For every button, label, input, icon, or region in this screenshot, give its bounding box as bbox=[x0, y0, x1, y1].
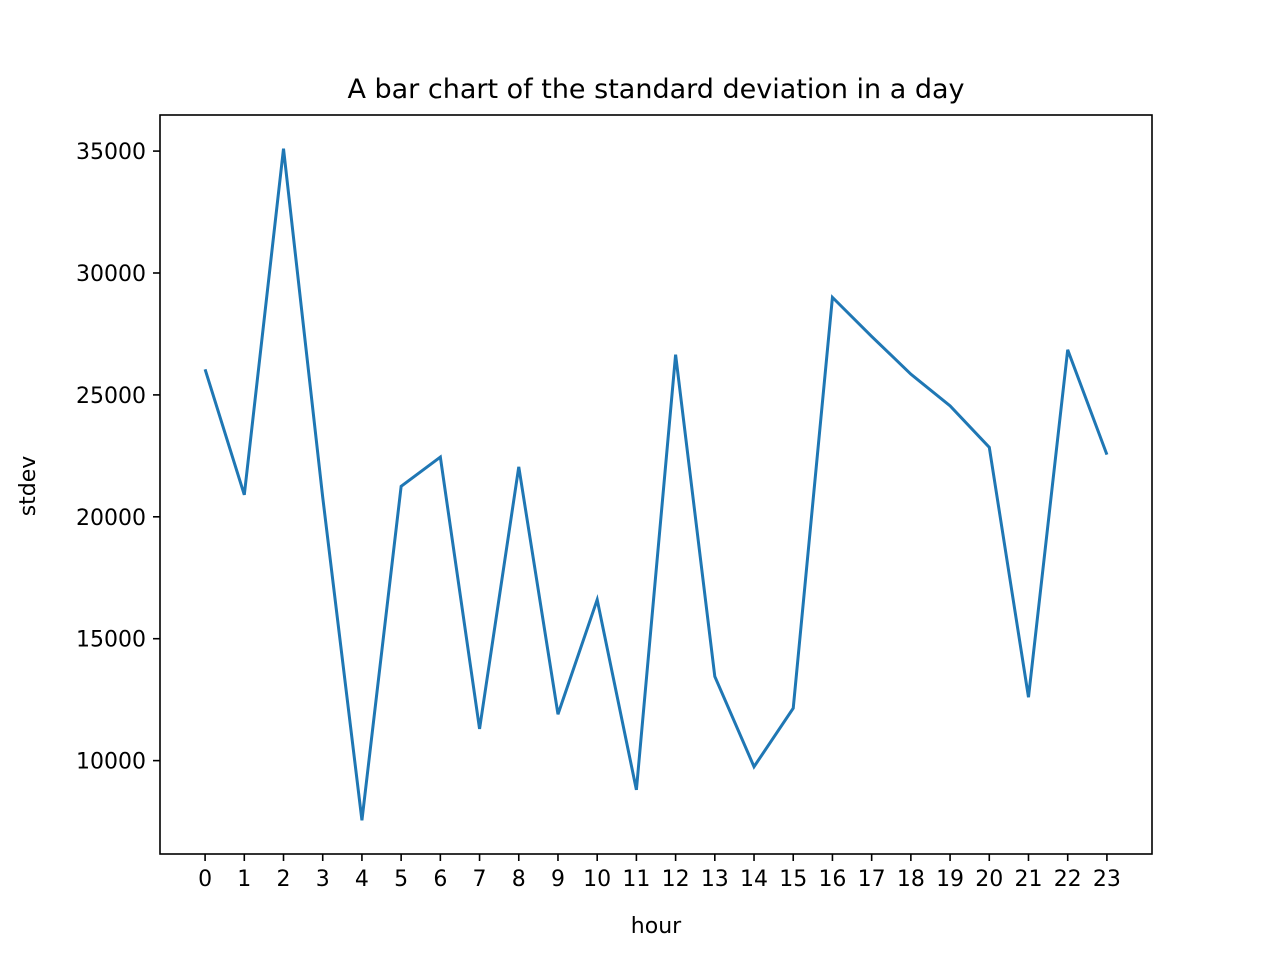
x-axis-title: hour bbox=[631, 914, 682, 939]
x-tick-label-12: 12 bbox=[662, 867, 690, 892]
x-tick-label-14: 14 bbox=[740, 867, 768, 892]
x-tick-label-21: 21 bbox=[1014, 867, 1042, 892]
x-tick-label-11: 11 bbox=[622, 867, 650, 892]
x-tick-label-9: 9 bbox=[551, 867, 565, 892]
plot-frame bbox=[159, 114, 1153, 855]
x-tick-label-16: 16 bbox=[818, 867, 846, 892]
x-tick-label-19: 19 bbox=[936, 867, 964, 892]
x-tick-label-20: 20 bbox=[975, 867, 1003, 892]
y-tick-label-15000: 15000 bbox=[76, 628, 146, 653]
x-tick-label-0: 0 bbox=[198, 867, 212, 892]
x-tick-label-8: 8 bbox=[512, 867, 526, 892]
plot-area: 0 1 2 3 4 5 6 7 8 9 10 11 12 13 14 15 16 17 18 19 20 21 22 2310… bbox=[76, 114, 1153, 892]
y-tick-label-35000: 35000 bbox=[76, 140, 146, 165]
x-tick-label-23: 23 bbox=[1093, 867, 1121, 892]
x-tick-label-1: 1 bbox=[237, 867, 251, 892]
x-tick-label-18: 18 bbox=[897, 867, 925, 892]
series-line-0 bbox=[203, 148, 1109, 821]
x-tick-label-3: 3 bbox=[316, 867, 330, 892]
y-axis-title: stdev bbox=[16, 456, 41, 517]
y-tick-label-30000: 30000 bbox=[76, 262, 146, 287]
y-tick-label-25000: 25000 bbox=[76, 384, 146, 409]
x-tick-label-5: 5 bbox=[394, 867, 408, 892]
x-tick-label-22: 22 bbox=[1054, 867, 1082, 892]
x-tick-label-2: 2 bbox=[277, 867, 291, 892]
chart-title: A bar chart of the standard deviation in… bbox=[347, 74, 964, 105]
x-tick-label-15: 15 bbox=[779, 867, 807, 892]
x-tick-label-4: 4 bbox=[355, 867, 369, 892]
x-tick-label-7: 7 bbox=[473, 867, 487, 892]
x-tick-label-17: 17 bbox=[858, 867, 886, 892]
x-tick-label-10: 10 bbox=[583, 867, 611, 892]
y-tick-label-20000: 20000 bbox=[76, 506, 146, 531]
x-tick-label-6: 6 bbox=[433, 867, 447, 892]
x-tick-label-13: 13 bbox=[701, 867, 729, 892]
y-tick-label-10000: 10000 bbox=[76, 750, 146, 775]
